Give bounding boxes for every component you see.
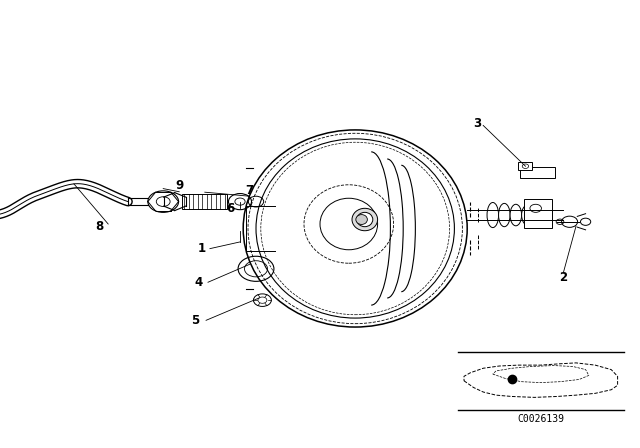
Text: 1: 1	[198, 242, 205, 255]
Bar	[520, 167, 555, 178]
Text: 5: 5	[191, 314, 199, 327]
Text: 3: 3	[473, 116, 481, 130]
Text: 6: 6	[227, 202, 234, 215]
Ellipse shape	[510, 204, 522, 226]
Ellipse shape	[522, 205, 533, 225]
Text: 8: 8	[95, 220, 103, 233]
Text: 2: 2	[559, 271, 567, 284]
Ellipse shape	[487, 202, 499, 228]
Text: 9: 9	[175, 179, 183, 193]
Ellipse shape	[533, 206, 545, 224]
Text: 4: 4	[195, 276, 202, 289]
Ellipse shape	[499, 203, 510, 227]
Ellipse shape	[352, 208, 378, 231]
Text: 7: 7	[246, 184, 253, 197]
Text: C0026139: C0026139	[517, 414, 564, 424]
Ellipse shape	[357, 212, 373, 227]
Bar	[524, 199, 552, 228]
Bar	[182, 194, 227, 209]
Bar	[518, 162, 532, 170]
Ellipse shape	[356, 215, 367, 224]
